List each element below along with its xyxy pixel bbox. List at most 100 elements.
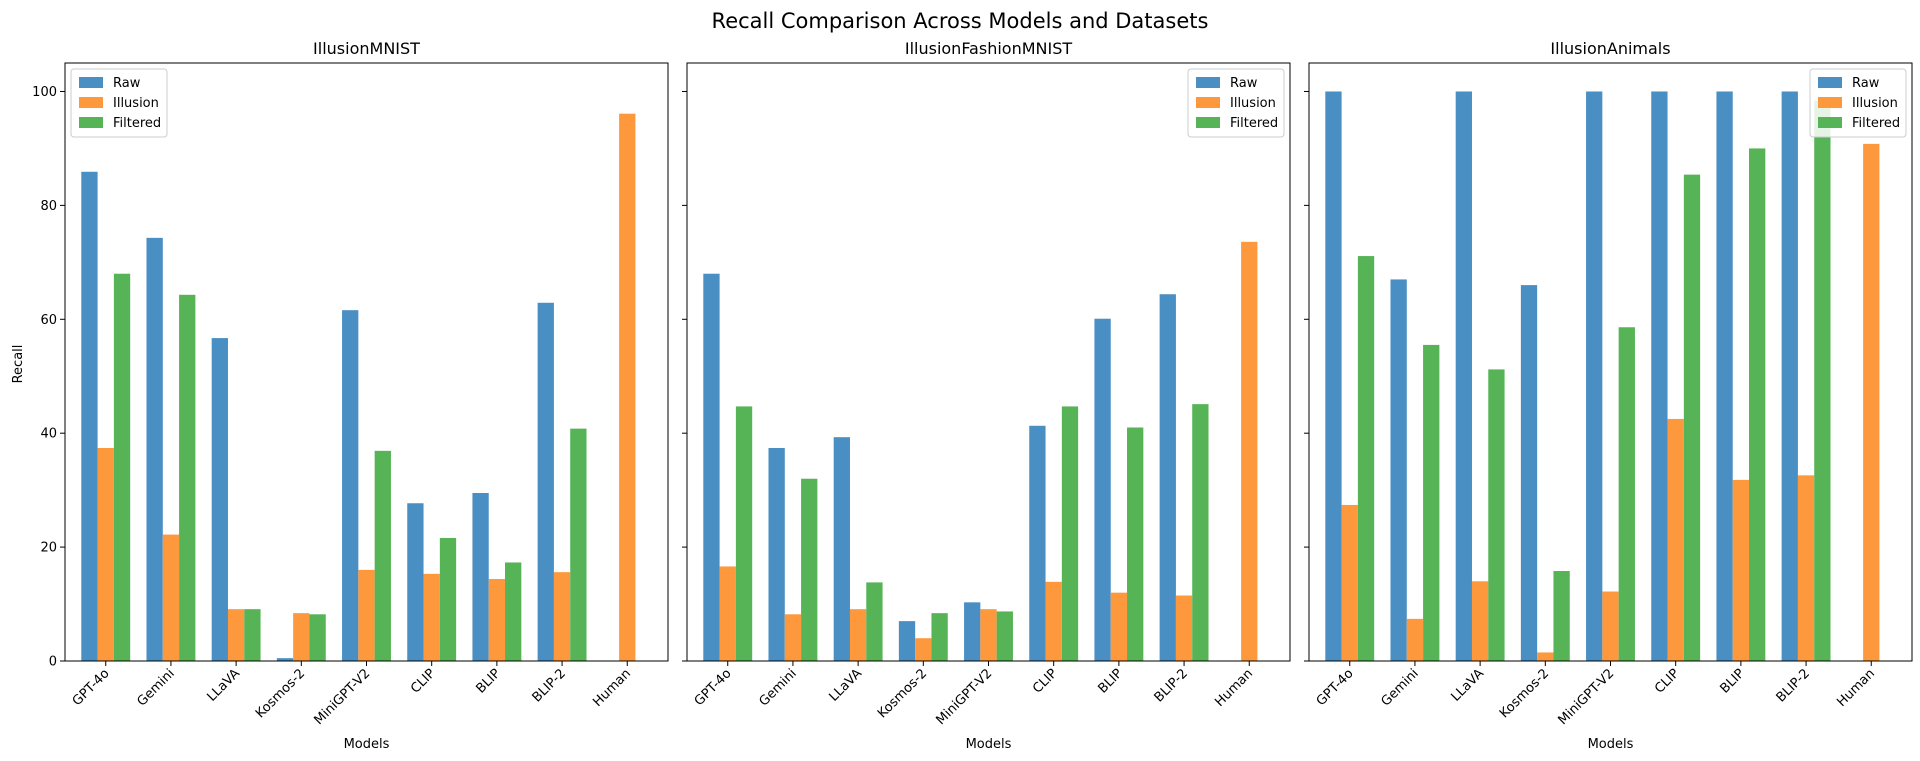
legend-label-filtered: Filtered — [113, 116, 161, 131]
bar-filtered-kosmos-2 — [1553, 571, 1570, 661]
bar-filtered-gemini — [179, 294, 196, 661]
bar-illusion-clip — [423, 573, 440, 661]
bar-raw-kosmos-2 — [898, 621, 916, 661]
legend-swatch-raw — [79, 77, 103, 88]
x-axis-label: Models — [344, 737, 390, 752]
bar-filtered-clip — [1683, 174, 1701, 661]
legend-swatch-illusion — [79, 97, 103, 108]
x-tick-label: MiniGPT-V2 — [934, 666, 996, 728]
legend-swatch-filtered — [1818, 117, 1842, 128]
y-tick-label: 100 — [32, 85, 57, 100]
bar-illusion-kosmos-2 — [293, 613, 310, 661]
legend-label-raw: Raw — [1852, 76, 1880, 91]
bar-illusion-gemini — [784, 614, 802, 661]
legend-swatch-raw — [1818, 77, 1842, 88]
x-axis-label: Models — [1588, 737, 1634, 752]
bar-filtered-blip-2 — [1814, 100, 1831, 662]
bar-illusion-human — [1863, 143, 1880, 661]
panel-title: IllusionFashionMNIST — [905, 39, 1073, 58]
bar-raw-gemini — [1390, 279, 1407, 661]
bar-raw-blip — [1094, 318, 1111, 661]
x-tick-label: CLIP — [1030, 666, 1061, 697]
panel-illusionfashionmnist: IllusionFashionMNIST GPT-4o Gemini LLaVA Kos… — [682, 39, 1291, 752]
x-tick-label: CLIP — [1652, 666, 1683, 697]
bar-illusion-human — [1241, 241, 1258, 661]
bar-raw-kosmos-2 — [276, 658, 294, 661]
legend-label-filtered: Filtered — [1852, 116, 1900, 131]
x-axis-label: Models — [966, 737, 1012, 752]
bar-raw-gpt-4o — [1325, 91, 1342, 662]
bar-filtered-minigpt-v2 — [996, 611, 1013, 661]
x-tick-label: Kosmos-2 — [1497, 666, 1552, 721]
legend-label-raw: Raw — [113, 76, 141, 91]
bar-raw-gemini — [768, 448, 785, 661]
bar-raw-llava — [833, 437, 850, 661]
bar-illusion-llava — [1471, 581, 1489, 661]
x-tick-label: LLaVA — [826, 666, 865, 705]
bar-raw-minigpt-v2 — [342, 310, 359, 661]
x-tick-label: Gemini — [134, 666, 177, 709]
legend-swatch-illusion — [1196, 97, 1220, 108]
bar-illusion-gpt-4o — [1341, 504, 1358, 661]
legend-label-illusion: Illusion — [113, 96, 159, 111]
bar-raw-gpt-4o — [703, 273, 720, 661]
x-tick-label: Human — [1212, 666, 1256, 710]
bar-filtered-llava — [866, 582, 883, 661]
x-tick-label: GPT-4o — [1314, 666, 1357, 709]
legend-label-filtered: Filtered — [1230, 116, 1278, 131]
bar-filtered-minigpt-v2 — [374, 450, 391, 661]
bar-filtered-blip — [1127, 427, 1144, 661]
bar-illusion-blip — [1110, 592, 1128, 661]
x-tick-label: Gemini — [1378, 666, 1421, 709]
bar-filtered-blip-2 — [1192, 404, 1209, 661]
bar-illusion-gpt-4o — [97, 448, 114, 661]
bar-filtered-clip — [1061, 406, 1079, 661]
bar-filtered-gpt-4o — [113, 273, 131, 661]
legend: Raw Illusion Filtered — [70, 68, 168, 138]
x-tick-label: MiniGPT-V2 — [312, 666, 374, 728]
bar-raw-gemini — [146, 237, 163, 661]
bar-illusion-llava — [849, 609, 867, 661]
bar-raw-blip — [1716, 91, 1733, 662]
x-tick-label: LLaVA — [1448, 666, 1487, 705]
bar-raw-clip — [1029, 425, 1046, 661]
bar-illusion-blip — [1732, 479, 1750, 661]
x-tick-label: BLIP-2 — [530, 666, 569, 705]
bar-raw-blip — [472, 492, 489, 661]
panel-illusionanimals: IllusionAnimals GPT-4o Gemini LLaVA Kosmos-2… — [1304, 39, 1913, 752]
x-tick-label: BLIP-2 — [1774, 666, 1813, 705]
bar-filtered-blip — [1749, 148, 1766, 661]
x-tick-label: GPT-4o — [70, 666, 113, 709]
bar-raw-minigpt-v2 — [964, 602, 981, 661]
x-tick-label: BLIP — [1717, 666, 1747, 696]
bar-illusion-minigpt-v2 — [980, 609, 997, 661]
bar-illusion-minigpt-v2 — [1602, 591, 1619, 661]
bar-raw-blip-2 — [537, 302, 554, 661]
bar-illusion-llava — [227, 609, 245, 661]
y-tick-label: 40 — [40, 427, 57, 442]
legend-swatch-filtered — [1196, 117, 1220, 128]
x-tick-label: Gemini — [756, 666, 799, 709]
bar-filtered-blip — [505, 562, 522, 661]
figure-title: Recall Comparison Across Models and Data… — [712, 9, 1209, 33]
legend-swatch-illusion — [1818, 97, 1842, 108]
legend-label-illusion: Illusion — [1852, 96, 1898, 111]
bar-raw-llava — [1455, 91, 1472, 662]
bar-illusion-clip — [1045, 581, 1062, 661]
bar-illusion-gpt-4o — [719, 566, 736, 661]
x-tick-label: Kosmos-2 — [253, 666, 308, 721]
bar-illusion-kosmos-2 — [1537, 652, 1554, 661]
y-tick-label: 20 — [40, 541, 57, 556]
x-tick-label: BLIP — [473, 666, 503, 696]
bar-illusion-blip — [488, 578, 506, 661]
panel-illusionmnist: IllusionMNIST 0 20 40 60 80 100 GPT-4o Gemini LLa… — [32, 39, 669, 752]
x-tick-label: Kosmos-2 — [875, 666, 930, 721]
bar-illusion-gemini — [162, 534, 180, 661]
panel-title: IllusionAnimals — [1550, 39, 1670, 58]
bar-illusion-blip-2 — [553, 572, 571, 661]
bar-raw-blip-2 — [1159, 294, 1176, 661]
bar-illusion-gemini — [1406, 618, 1424, 661]
bar-raw-blip-2 — [1781, 91, 1798, 662]
bar-raw-kosmos-2 — [1520, 285, 1538, 661]
